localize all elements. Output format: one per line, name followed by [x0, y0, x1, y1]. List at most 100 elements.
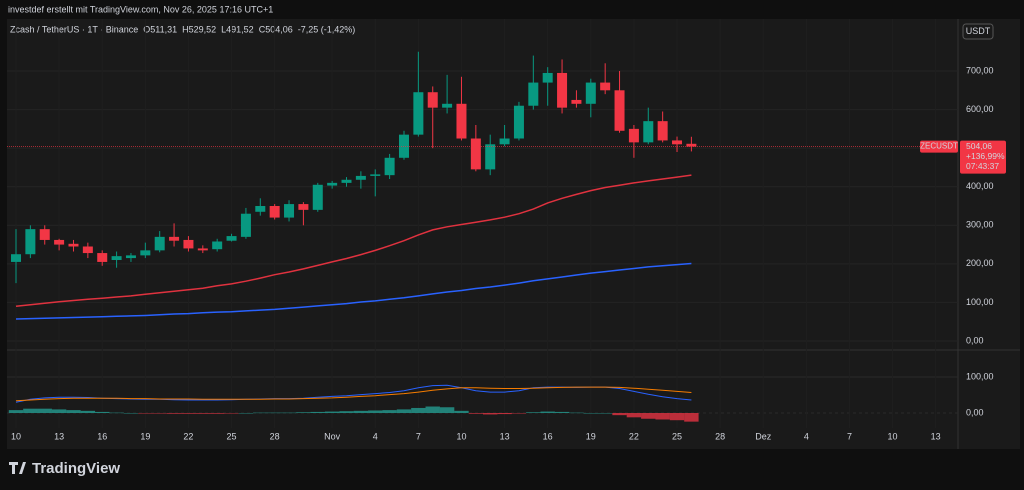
- osc-y-tick-label: 100,00: [966, 371, 994, 381]
- candle-body: [672, 140, 683, 145]
- x-tick-label: 22: [629, 431, 639, 441]
- y-tick-label: 300,00: [966, 220, 994, 230]
- histogram-bar: [296, 412, 311, 413]
- histogram-bar: [626, 413, 642, 418]
- candle-body: [398, 134, 409, 158]
- candle-body: [11, 254, 21, 262]
- candle-body: [39, 229, 50, 240]
- histogram-bar: [468, 413, 484, 414]
- candle-body: [327, 182, 338, 186]
- histogram-bar: [569, 412, 584, 414]
- candle-body: [255, 206, 266, 212]
- candle-body: [125, 255, 136, 259]
- candle-body: [25, 229, 36, 255]
- x-tick-label: 25: [227, 431, 237, 441]
- x-tick-label: 10: [456, 431, 466, 441]
- histogram-bar: [181, 413, 196, 414]
- histogram-bar: [396, 409, 412, 413]
- logo: TradingView: [9, 460, 120, 477]
- x-tick-label: Dez: [755, 431, 772, 441]
- histogram-bar: [123, 413, 139, 414]
- histogram-bar: [526, 412, 541, 413]
- histogram-bar: [353, 410, 369, 413]
- candle-body: [82, 246, 93, 254]
- histogram-bar: [209, 413, 225, 414]
- candle-body: [513, 105, 524, 139]
- price-tag-countdown: 07:43:37: [966, 161, 999, 171]
- candle-body: [269, 206, 280, 218]
- histogram-bar: [497, 413, 512, 415]
- x-tick-label: 10: [11, 431, 21, 441]
- candle-body: [528, 82, 539, 106]
- price-tag-change: +136,99%: [966, 151, 1005, 161]
- legend-l-value: 491,52: [226, 24, 254, 34]
- histogram-bar: [511, 413, 527, 414]
- candle-body: [542, 72, 553, 83]
- x-tick-label: 25: [672, 431, 682, 441]
- candle-body: [614, 90, 625, 131]
- histogram-bar: [238, 413, 254, 414]
- symbol-tag-label: ZECUSDT: [920, 142, 958, 151]
- candle-body: [111, 256, 122, 261]
- histogram-bar: [483, 413, 498, 415]
- legend-l: L: [221, 24, 226, 34]
- x-tick-label: 16: [543, 431, 553, 441]
- moving-average: [15, 174, 692, 308]
- candle-body: [442, 103, 453, 108]
- oscillator-line: [15, 386, 692, 402]
- y-tick-label: 200,00: [966, 258, 994, 268]
- histogram-bar: [641, 413, 656, 419]
- candle-body: [212, 241, 223, 250]
- histogram-bar: [339, 411, 354, 413]
- logo-text: TradingView: [32, 460, 120, 477]
- currency-button-label[interactable]: USDT: [966, 26, 991, 36]
- candle-body: [557, 72, 568, 108]
- candle-body: [427, 92, 438, 108]
- candle-body: [470, 138, 481, 170]
- histogram-bar: [37, 408, 52, 413]
- chart-area: [7, 19, 1020, 449]
- histogram-bar: [51, 409, 67, 413]
- histogram-bar: [152, 413, 167, 414]
- candle-body: [571, 99, 582, 104]
- x-tick-label: 13: [931, 431, 941, 441]
- candle-body: [686, 143, 697, 147]
- x-tick-label: 19: [140, 431, 150, 441]
- legend-c-value: 504,06: [265, 24, 293, 34]
- candle-body: [312, 184, 323, 210]
- price-tag-price: 504,06: [966, 141, 992, 151]
- currency-button[interactable]: [962, 23, 994, 40]
- histogram-bar: [281, 412, 297, 414]
- histogram-bar: [138, 413, 153, 414]
- osc-y-tick-label: 0,00: [966, 407, 984, 417]
- histogram-bar: [425, 406, 440, 413]
- histogram-bar: [8, 410, 24, 413]
- histogram-bar: [253, 412, 268, 414]
- histogram-bar: [368, 410, 383, 413]
- histogram-bar: [597, 413, 613, 414]
- moving-average: [15, 262, 692, 320]
- x-tick-label: Nov: [324, 431, 341, 441]
- y-tick-label: 0,00: [966, 335, 984, 345]
- candle-body: [68, 243, 79, 247]
- candle-body: [226, 236, 237, 241]
- candle-body: [298, 204, 309, 210]
- histogram-bar: [109, 412, 124, 414]
- histogram-bar: [166, 413, 182, 414]
- legend-o: O: [143, 24, 150, 34]
- x-tick-label: 28: [270, 431, 280, 441]
- histogram-bar: [540, 411, 555, 413]
- candle-body: [183, 239, 194, 249]
- candle-body: [643, 121, 654, 143]
- x-tick-label: 16: [97, 431, 107, 441]
- histogram-bar: [95, 411, 110, 413]
- symbol-tag: [920, 140, 958, 153]
- histogram-bar: [655, 413, 670, 420]
- histogram-bar: [382, 410, 397, 413]
- candle-body: [240, 213, 251, 237]
- histogram-bar: [80, 410, 96, 413]
- histogram-bar: [267, 412, 282, 414]
- x-tick-label: 19: [586, 431, 596, 441]
- x-tick-label: 22: [183, 431, 193, 441]
- histogram-bar: [612, 413, 627, 416]
